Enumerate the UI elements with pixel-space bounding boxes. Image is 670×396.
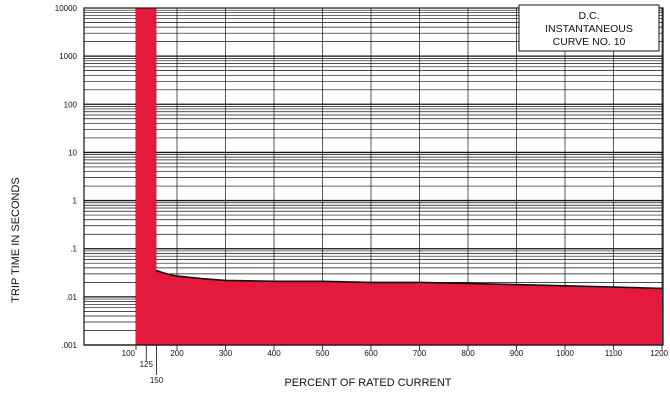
x-tick-label: 200 xyxy=(170,349,184,358)
annotation-frame xyxy=(518,4,660,52)
data-point xyxy=(321,280,324,282)
x-tick-label: 150 xyxy=(150,376,164,385)
trip-curve-area xyxy=(136,8,662,345)
y-tick-label: .001 xyxy=(61,341,77,350)
plot-frame xyxy=(83,7,664,346)
y-tick-label: 10000 xyxy=(55,4,78,13)
plot-border xyxy=(83,7,664,346)
x-tick-label: 600 xyxy=(364,349,378,358)
trip-curve-line xyxy=(156,269,663,290)
x-tick-label: 800 xyxy=(461,349,475,358)
annotation-line-3: CURVE NO. 10 xyxy=(553,36,626,48)
y-tick-label: 100 xyxy=(64,100,78,109)
data-point xyxy=(200,278,202,280)
y-axis-label: TRIP TIME IN SECONDS xyxy=(10,177,22,303)
y-tick-label: .1 xyxy=(70,245,77,254)
data-point xyxy=(515,284,518,286)
annotation-line-2: INSTANTANEOUS xyxy=(545,23,633,35)
y-tick-label: 10 xyxy=(68,148,77,157)
x-tick-label: 125 xyxy=(140,360,154,369)
x-tick-label: 1200 xyxy=(650,349,668,358)
data-point xyxy=(176,275,178,277)
data-point xyxy=(564,285,566,287)
data-point xyxy=(612,286,615,288)
y-tick-label: .01 xyxy=(66,293,78,302)
data-point xyxy=(418,281,421,283)
data-point xyxy=(467,282,469,284)
data-point xyxy=(273,280,275,282)
x-tick-label: 100 xyxy=(122,349,136,358)
annotation-line-1: D.C. xyxy=(579,10,600,22)
x-axis-label: PERCENT OF RATED CURRENT xyxy=(284,377,451,389)
x-tick-label: 700 xyxy=(413,349,427,358)
x-tick-label: 300 xyxy=(219,349,233,358)
x-tick-label: 400 xyxy=(267,349,281,358)
y-axis-ticks: 10000 1000 100 10 1 .1 .01 .001 xyxy=(55,4,78,350)
x-tick-label: 1000 xyxy=(556,349,574,358)
curve-annotation: D.C. INSTANTANEOUS CURVE NO. 10 xyxy=(518,4,660,52)
data-point xyxy=(370,281,372,283)
x-axis-ticks: 100 125 150 200 300 400 500 600 700 800 900 1000 110… xyxy=(122,345,669,385)
x-tick-label: 900 xyxy=(510,349,524,358)
y-tick-label: 1000 xyxy=(59,52,77,61)
series-layer xyxy=(135,7,663,345)
y-tick-label: 1 xyxy=(73,197,78,206)
data-point xyxy=(155,270,158,272)
x-tick-label: 1100 xyxy=(605,349,623,358)
data-point xyxy=(224,279,227,281)
data-point xyxy=(661,287,663,289)
x-tick-label: 500 xyxy=(316,349,330,358)
data-point xyxy=(166,273,168,275)
